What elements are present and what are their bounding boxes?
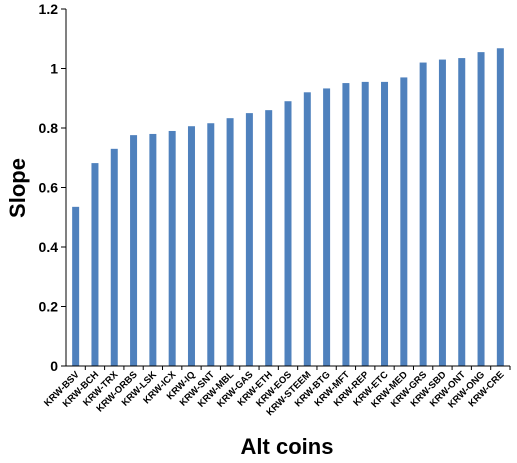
bar-krw-gas	[245, 113, 253, 366]
bar-krw-ong	[477, 52, 485, 366]
bar-krw-iq	[187, 126, 195, 366]
y-tick-label: 0.6	[39, 180, 59, 196]
bar-krw-etc	[381, 81, 389, 366]
y-tick-label: 0.2	[39, 299, 59, 315]
bar-krw-trx	[110, 148, 118, 366]
y-tick-label: 0.8	[39, 120, 59, 136]
bar-krw-ont	[458, 58, 466, 367]
x-axis-title: Alt coins	[241, 434, 334, 459]
bar-krw-eth	[265, 110, 273, 367]
y-axis-title: Slope	[5, 158, 30, 218]
bars-group	[72, 48, 504, 367]
y-tick-label: 1.2	[39, 1, 59, 17]
y-tick-label: 1	[50, 61, 58, 77]
bar-krw-icx	[168, 130, 176, 366]
bar-krw-orbs	[130, 135, 138, 366]
bar-krw-cre	[496, 48, 504, 367]
bar-krw-bch	[91, 163, 99, 366]
bar-krw-sbd	[438, 59, 446, 366]
bar-krw-btg	[323, 88, 331, 367]
y-tick-label: 0.4	[39, 239, 59, 255]
bar-krw-snt	[207, 123, 215, 367]
bar-krw-grs	[419, 62, 427, 367]
bar-krw-eos	[284, 101, 292, 366]
bar-krw-mbl	[226, 118, 234, 367]
x-ticks-group: KRW-BSVKRW-BCHKRW-TRXKRW-ORBSKRW-LSKKRW-…	[42, 366, 511, 418]
bar-krw-mft	[342, 83, 350, 366]
y-ticks-group: 0 0.2 0.4 0.6 0.8 1 1.2	[39, 1, 66, 374]
bar-krw-med	[400, 77, 408, 367]
bar-krw-bsv	[72, 206, 80, 366]
y-tick-label: 0	[50, 358, 58, 374]
bar-krw-steem	[303, 92, 311, 367]
bar-krw-lsk	[149, 133, 157, 366]
bar-krw-rep	[361, 81, 369, 366]
